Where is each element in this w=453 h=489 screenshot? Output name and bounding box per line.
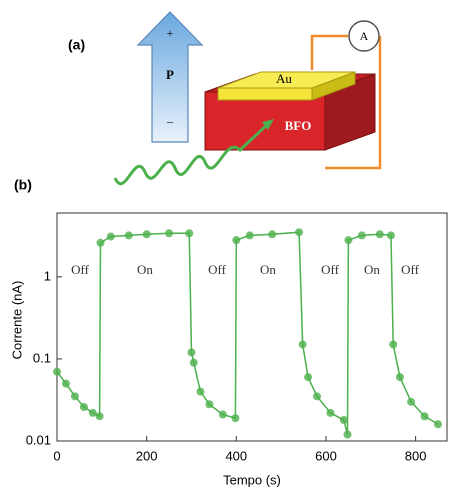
data-point: [231, 414, 239, 422]
y-tick-label: 1: [44, 268, 51, 283]
state-annotation: Off: [321, 262, 339, 277]
x-tick-label: 400: [225, 448, 247, 463]
data-point: [165, 229, 173, 237]
data-point: [96, 412, 104, 420]
au-front: [218, 88, 312, 100]
data-point: [313, 392, 321, 400]
state-annotation: Off: [71, 262, 89, 277]
data-point: [376, 230, 384, 238]
diagram: (a) + P – A Au BFO: [68, 12, 380, 184]
data-point: [107, 233, 115, 241]
data-point: [53, 368, 61, 376]
y-tick-label: 0.1: [33, 350, 51, 365]
state-annotation: On: [260, 262, 276, 277]
panel-label: (a): [68, 37, 85, 53]
data-point: [358, 231, 366, 239]
y-tick-label: 0.01: [26, 432, 51, 447]
data-point: [185, 229, 193, 237]
data-point: [295, 228, 303, 236]
data-point: [246, 231, 254, 239]
data-point: [343, 431, 351, 439]
data-point: [196, 388, 204, 396]
data-point: [232, 236, 240, 244]
ammeter-label: A: [360, 29, 369, 43]
data-point: [387, 231, 395, 239]
data-point: [304, 373, 312, 381]
panel-label: (b): [14, 177, 32, 193]
data-point: [389, 340, 397, 348]
data-point: [205, 400, 213, 408]
x-tick-label: 200: [136, 448, 158, 463]
data-point: [125, 231, 133, 239]
au-label: Au: [276, 71, 292, 86]
data-point: [299, 340, 307, 348]
data-point: [340, 416, 348, 424]
p-label: P: [166, 67, 174, 82]
chart: (b) Tempo (s) Corrente (nA) 0 200 400 600 80…: [9, 177, 447, 488]
x-tick-label: 800: [405, 448, 427, 463]
x-tick-label: 600: [315, 448, 337, 463]
data-point: [407, 398, 415, 406]
data-point: [96, 239, 104, 247]
x-axis-label: Tempo (s): [223, 472, 281, 487]
data-point: [219, 411, 227, 419]
data-point: [62, 380, 70, 388]
data-point: [421, 412, 429, 420]
data-point: [71, 392, 79, 400]
x-tick-label: 0: [53, 448, 60, 463]
data-point: [187, 348, 195, 356]
data-point: [396, 373, 404, 381]
state-annotation: Off: [401, 262, 419, 277]
data-point: [190, 359, 198, 367]
data-point: [268, 230, 276, 238]
data-point: [80, 403, 88, 411]
state-annotation: On: [364, 262, 380, 277]
state-annotation: On: [137, 262, 153, 277]
plus-sign: +: [167, 26, 174, 40]
bfo-label: BFO: [285, 118, 312, 133]
y-axis-label: Corrente (nA): [9, 281, 24, 360]
data-point: [344, 236, 352, 244]
data-point: [143, 230, 151, 238]
data-point: [434, 420, 442, 428]
state-annotation: Off: [208, 262, 226, 277]
plot-frame: [57, 213, 447, 441]
figure: (a) + P – A Au BFO (b) Tempo (s) Corrent…: [0, 0, 453, 489]
minus-sign: –: [166, 114, 174, 128]
wire: [312, 36, 348, 70]
data-point: [326, 409, 334, 417]
current-line: [57, 232, 438, 434]
